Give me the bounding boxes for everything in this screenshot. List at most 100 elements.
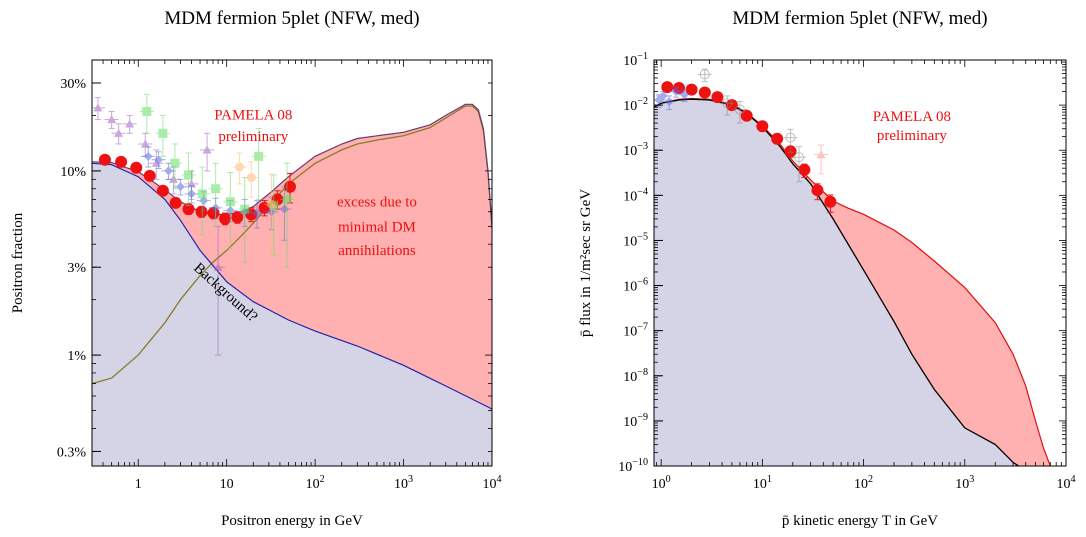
y-tick-label-exp: −1 bbox=[637, 51, 648, 62]
y-tick-label-base: 10 bbox=[623, 325, 637, 340]
y-tick-label: 10−9 bbox=[623, 412, 648, 430]
data-point bbox=[169, 196, 182, 209]
annotation: minimal DM bbox=[338, 219, 416, 235]
data-point bbox=[115, 155, 128, 168]
y-tick-label-base: 10% bbox=[60, 165, 86, 180]
data-point bbox=[711, 91, 724, 104]
total-line bbox=[654, 97, 1051, 466]
data-point bbox=[170, 158, 180, 168]
data-point bbox=[254, 151, 264, 161]
data-point bbox=[219, 212, 232, 225]
data-point bbox=[664, 97, 674, 107]
data-point bbox=[824, 195, 837, 208]
annotation: preliminary bbox=[218, 129, 288, 145]
y-tick-label-base: 10 bbox=[623, 280, 637, 295]
y-tick-label: 10−3 bbox=[623, 141, 648, 159]
data-series-green bbox=[139, 93, 294, 268]
y-tick-label: 10−1 bbox=[623, 51, 648, 69]
chart-title: MDM fermion 5plet (NFW, med) bbox=[164, 8, 419, 29]
y-tick-label: 10−7 bbox=[623, 322, 648, 340]
y-tick-label-base: 0.3% bbox=[57, 445, 87, 460]
data-point bbox=[168, 174, 178, 183]
x-tick-label-exp: 4 bbox=[1070, 474, 1075, 485]
data-point bbox=[225, 197, 235, 207]
data-point bbox=[811, 184, 824, 197]
data-point bbox=[197, 189, 207, 199]
data-point bbox=[195, 205, 208, 218]
data-point bbox=[213, 262, 223, 271]
data-point bbox=[182, 203, 195, 216]
y-tick-label: 10−5 bbox=[623, 231, 648, 249]
y-tick-label-base: 10 bbox=[623, 99, 637, 114]
annotation: annihilations bbox=[338, 243, 416, 259]
data-point bbox=[252, 208, 262, 218]
x-axis-label: Positron energy in GeV bbox=[221, 513, 363, 529]
data-point bbox=[658, 91, 668, 101]
data-point bbox=[246, 173, 256, 183]
data-point bbox=[142, 107, 152, 117]
x-tick-label-base: 10 bbox=[220, 477, 234, 492]
data-point bbox=[740, 109, 753, 122]
data-point bbox=[231, 211, 244, 224]
data-point bbox=[154, 155, 164, 165]
data-point bbox=[685, 83, 698, 96]
y-tick-label-exp: −6 bbox=[637, 277, 648, 288]
x-tick-label-exp: 0 bbox=[666, 474, 671, 485]
y-tick-label-base: 10 bbox=[623, 189, 637, 204]
data-point bbox=[785, 132, 796, 143]
y-tick-label-exp: −8 bbox=[637, 367, 648, 378]
x-tick-label-base: 10 bbox=[854, 477, 868, 492]
data-point bbox=[114, 128, 124, 137]
y-tick-label-base: 10 bbox=[623, 54, 637, 69]
x-tick-label: 104 bbox=[1056, 474, 1075, 492]
data-point bbox=[183, 170, 193, 180]
y-tick-label-exp: −5 bbox=[637, 231, 648, 242]
dm-signal-line bbox=[92, 105, 492, 385]
x-tick-label-exp: 2 bbox=[320, 474, 325, 485]
data-point bbox=[771, 132, 784, 145]
annotation: PAMELA 08 bbox=[214, 108, 292, 124]
chart-title: MDM fermion 5plet (NFW, med) bbox=[732, 8, 987, 29]
x-axis-label: p̄ kinetic energy T in GeV bbox=[782, 513, 938, 529]
data-point bbox=[175, 182, 185, 192]
y-axis-label: p̄ flux in 1/m²sec sr GeV bbox=[578, 189, 594, 337]
data-point bbox=[679, 90, 689, 100]
y-tick-label-base: 30% bbox=[60, 77, 86, 92]
data-point bbox=[756, 120, 769, 133]
x-tick-label: 104 bbox=[482, 474, 501, 492]
data-series-gray bbox=[697, 68, 806, 183]
x-tick-label-base: 10 bbox=[394, 477, 408, 492]
x-tick-label: 102 bbox=[854, 474, 873, 492]
data-point bbox=[156, 184, 169, 197]
annotation: excess due to bbox=[337, 195, 417, 211]
x-tick-label-base: 10 bbox=[482, 477, 496, 492]
data-point bbox=[671, 87, 681, 97]
data-point bbox=[202, 145, 212, 154]
data-series-purple bbox=[92, 97, 226, 356]
y-tick-label-exp: −2 bbox=[637, 96, 648, 107]
plot-area: PAMELA 08 preliminary bbox=[654, 68, 1051, 466]
data-point bbox=[240, 204, 250, 214]
y-tick-label: 10−4 bbox=[623, 186, 648, 204]
y-tick-label-base: 10 bbox=[623, 370, 637, 385]
x-tick-label: 100 bbox=[652, 474, 671, 492]
x-tick-label-exp: 3 bbox=[408, 474, 413, 485]
data-series-pink bbox=[814, 144, 829, 175]
y-tick-label: 10−8 bbox=[623, 367, 648, 385]
data-point bbox=[266, 199, 276, 209]
data-point bbox=[143, 169, 156, 182]
data-point bbox=[98, 153, 111, 166]
x-tick-label: 101 bbox=[753, 474, 772, 492]
data-point bbox=[143, 151, 153, 161]
plot-frame bbox=[653, 59, 1067, 467]
x-tick-label: 1 bbox=[135, 477, 142, 492]
plot-frame bbox=[91, 59, 493, 467]
y-tick-label-base: 3% bbox=[67, 261, 86, 276]
y-tick-label: 3% bbox=[67, 261, 86, 276]
background-area bbox=[654, 99, 1019, 466]
x-tick-label: 103 bbox=[955, 474, 974, 492]
plot-area: PAMELA 08 preliminary excess due to minimal… bbox=[92, 93, 492, 466]
data-point bbox=[699, 69, 710, 80]
annotation: preliminary bbox=[877, 128, 947, 144]
x-tick-label: 103 bbox=[394, 474, 413, 492]
